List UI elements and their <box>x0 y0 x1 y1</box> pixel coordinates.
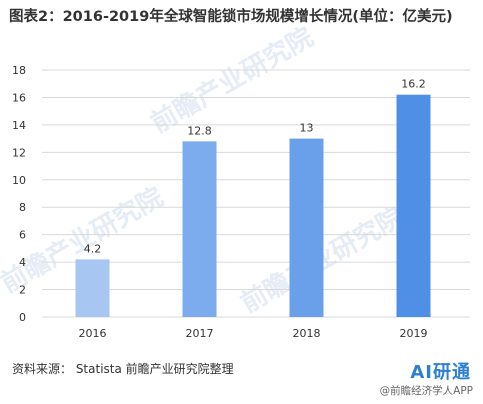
bar <box>182 141 217 317</box>
y-tick-label: 6 <box>19 229 26 242</box>
y-tick-label: 8 <box>19 201 26 214</box>
bar <box>75 259 110 317</box>
y-tick-label: 0 <box>19 311 26 324</box>
chart-title: 图表2：2016-2019年全球智能锁市场规模增长情况(单位：亿美元) <box>9 9 453 25</box>
x-tick-label: 2017 <box>186 327 214 340</box>
y-tick-label: 2 <box>19 284 26 297</box>
y-tick-label: 10 <box>12 174 26 187</box>
y-tick-label: 4 <box>19 256 26 269</box>
bar <box>289 138 324 317</box>
bar-value-label: 4.2 <box>84 242 102 255</box>
brand-footer: AI研通 @前瞻经济学人APP <box>379 362 473 398</box>
y-tick-label: 14 <box>12 119 26 132</box>
bar-value-label: 13 <box>300 122 314 135</box>
y-tick-label: 18 <box>12 64 26 77</box>
bar <box>396 94 431 317</box>
x-tick-label: 2019 <box>400 327 428 340</box>
x-tick-label: 2016 <box>79 327 107 340</box>
y-tick-label: 12 <box>12 146 26 159</box>
source-note: 资料来源： Statista 前瞻产业研究院整理 <box>12 362 234 376</box>
bar-value-label: 12.8 <box>187 124 212 137</box>
y-tick-label: 16 <box>12 91 26 104</box>
bar-value-label: 16.2 <box>401 78 426 91</box>
x-tick-label: 2018 <box>293 327 321 340</box>
brand-logo: AI研通 <box>410 362 471 383</box>
brand-caption: @前瞻经济学人APP <box>379 385 473 397</box>
